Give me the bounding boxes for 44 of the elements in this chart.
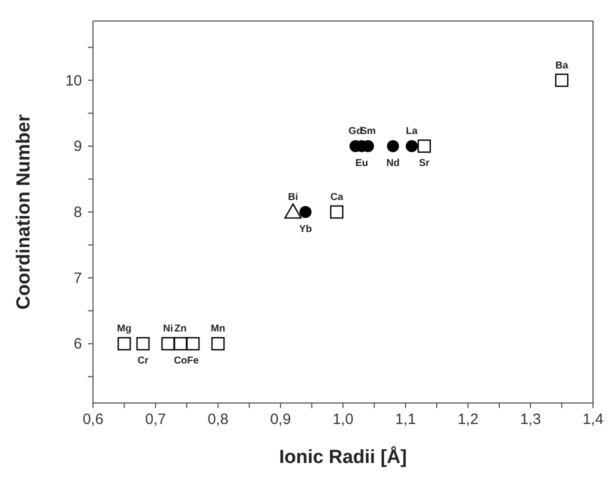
annotation: Cr: [137, 356, 149, 367]
x-tick-label: 1,4: [582, 411, 604, 428]
x-tick-label: 1,1: [395, 411, 416, 428]
x-tick-label: 0,8: [208, 411, 228, 428]
annotation: Ba: [555, 60, 569, 72]
x-tick-label: 1,3: [520, 411, 541, 428]
point: [174, 337, 188, 350]
y-tick-label: 7: [74, 270, 82, 287]
y-tick-label: 6: [74, 336, 82, 353]
point: [406, 140, 418, 152]
point: [211, 337, 225, 350]
annotation: Ni: [163, 324, 174, 335]
y-axis-title: Coordination Number: [14, 114, 35, 310]
point: [387, 140, 399, 152]
x-tick-label: 1,2: [458, 411, 478, 428]
annotation: Mn: [210, 324, 226, 335]
point: [284, 203, 302, 219]
annotation: La: [406, 126, 418, 138]
annotation: Mg: [117, 324, 132, 335]
annotation: Fe: [187, 356, 200, 367]
annotation: Ca: [330, 192, 344, 203]
annotation: Bi: [288, 192, 298, 203]
x-tick-label: 1,0: [332, 411, 354, 428]
point: [330, 205, 344, 219]
point: [118, 337, 131, 350]
point: [161, 337, 175, 350]
y-tick-label: 10: [65, 72, 82, 90]
x-axis-title: Ionic Radii [Å]: [279, 446, 407, 468]
y-tick-label: 9: [74, 138, 82, 156]
x-tick-label: 0,9: [270, 411, 291, 428]
annotation: Yb: [299, 224, 312, 235]
annotation: Nd: [386, 158, 400, 170]
annotation: Zn: [174, 324, 187, 335]
point: [300, 206, 312, 218]
annotation: Sr: [418, 158, 430, 170]
point: [418, 139, 431, 153]
point: [186, 337, 200, 350]
y-tick-label: 8: [74, 204, 82, 221]
annotation: Eu: [355, 158, 368, 170]
annotation: Co: [174, 356, 188, 367]
x-tick-label: 0,6: [82, 411, 104, 428]
point: [136, 337, 150, 350]
point: [555, 74, 568, 87]
x-tick-label: 0,7: [145, 411, 166, 428]
